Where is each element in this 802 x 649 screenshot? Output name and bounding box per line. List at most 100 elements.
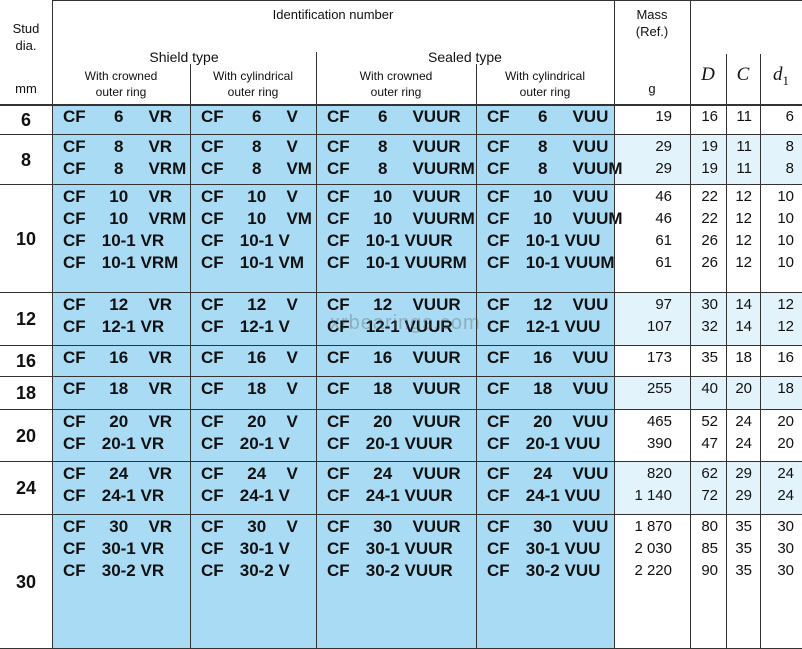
designation: CF 10 VUUR xyxy=(327,187,461,206)
designation: CF 6 VUUR xyxy=(327,107,461,126)
top-rule xyxy=(52,0,802,1)
row-rule xyxy=(0,345,802,346)
designation: CF 30-2 VR xyxy=(63,561,165,580)
mass: 2 030 xyxy=(634,540,672,557)
watermark: xrbearings.com xyxy=(330,312,481,334)
designation: CF 20-1 VUU xyxy=(487,434,601,453)
designation: CF 8 VUURM xyxy=(327,159,475,178)
col-rule xyxy=(760,54,761,649)
mass: 46 xyxy=(655,210,672,227)
mass: 390 xyxy=(646,435,672,452)
mass: 1 870 xyxy=(634,518,672,535)
designation: CF 12-1 VUUR xyxy=(327,317,453,336)
designation: CF 20-1 VUUR xyxy=(327,434,453,453)
row-rule xyxy=(0,292,802,293)
col-rule xyxy=(690,0,691,649)
id-fill xyxy=(52,410,614,462)
d1-value: 10 xyxy=(777,188,794,205)
c-value: 35 xyxy=(735,518,752,535)
c-value: 12 xyxy=(735,254,752,271)
designation: CF 12-1 VR xyxy=(63,317,165,336)
d1-value: 8 xyxy=(785,160,794,177)
designation: CF 18 VUUR xyxy=(327,379,461,398)
d-value: 40 xyxy=(701,380,718,397)
designation: CF 30-1 VUUR xyxy=(327,539,453,558)
d1-value: 10 xyxy=(777,210,794,227)
designation: CF 10 VM xyxy=(201,209,312,228)
d-value: 19 xyxy=(701,160,718,177)
id-fill xyxy=(52,346,614,377)
designation: CF 10-1 VRM xyxy=(63,253,179,272)
designation: CF 30-1 VR xyxy=(63,539,165,558)
d-value: 22 xyxy=(701,210,718,227)
stud-dia: 30 xyxy=(15,572,37,592)
id-fill xyxy=(52,293,614,346)
id-fill xyxy=(52,377,614,410)
d1-value: 24 xyxy=(777,487,794,504)
c-value: 20 xyxy=(735,380,752,397)
designation: CF 8 VUUR xyxy=(327,137,461,156)
d-value: 35 xyxy=(701,349,718,366)
mass: 19 xyxy=(655,108,672,125)
d1-value: 8 xyxy=(785,138,794,155)
designation: CF 30-2 V xyxy=(201,561,290,580)
row-rule xyxy=(0,184,802,185)
designation: CF 30-1 VUU xyxy=(487,539,601,558)
mass: 61 xyxy=(655,232,672,249)
sub-header: With crowned outer ring xyxy=(84,69,158,99)
designation: CF 12 VR xyxy=(63,295,173,314)
designation: CF 6 VUU xyxy=(487,107,609,126)
designation: CF 30-1 V xyxy=(201,539,290,558)
id-fill xyxy=(52,135,614,185)
designation: CF 10-1 VUUR xyxy=(327,231,453,250)
sub-header: With cylindrical outer ring xyxy=(212,69,293,99)
d-value: 22 xyxy=(701,188,718,205)
mass: 173 xyxy=(646,349,672,366)
col-rule xyxy=(316,52,317,649)
d1-value: 16 xyxy=(777,349,794,366)
d1-value: 6 xyxy=(785,108,794,125)
designation: CF 24 VR xyxy=(63,464,173,483)
d-value: 26 xyxy=(701,232,718,249)
id-fill xyxy=(52,515,614,649)
designation: CF 12 VUU xyxy=(487,295,609,314)
designation: CF 30 VUUR xyxy=(327,517,461,536)
c-value: 14 xyxy=(735,296,752,313)
c-value: 14 xyxy=(735,318,752,335)
c-value: 24 xyxy=(735,413,752,430)
designation: CF 10-1 VM xyxy=(201,253,304,272)
designation: CF 8 VRM xyxy=(63,159,187,178)
designation: CF 10 VUUM xyxy=(487,209,623,228)
c-value: 35 xyxy=(735,540,752,557)
mass-header: Mass (Ref.) xyxy=(635,7,669,39)
num-fill xyxy=(614,185,802,293)
mass: 255 xyxy=(646,380,672,397)
stud-dia: 12 xyxy=(15,309,37,329)
id-fill xyxy=(52,462,614,515)
d1-value: 30 xyxy=(777,518,794,535)
d1-sub: 1 xyxy=(782,72,790,88)
designation: CF 10-1 VUUM xyxy=(487,253,615,272)
d1-value: 20 xyxy=(777,413,794,430)
d1-value: 12 xyxy=(777,296,794,313)
c-value: 11 xyxy=(736,160,752,177)
designation: CF 20 V xyxy=(201,412,298,431)
designation: CF 10 VRM xyxy=(63,209,187,228)
designation: CF 30 VR xyxy=(63,517,173,536)
d-value: 26 xyxy=(701,254,718,271)
id-header: Identification number xyxy=(272,7,394,22)
d1-value: 18 xyxy=(777,380,794,397)
stud-header: Stud dia. xyxy=(12,21,40,53)
d-value: 52 xyxy=(701,413,718,430)
stud-dia: 20 xyxy=(15,426,37,446)
c-value: 11 xyxy=(736,138,752,155)
designation: CF 20-1 V xyxy=(201,434,290,453)
c-value: 24 xyxy=(735,435,752,452)
row-rule xyxy=(0,376,802,377)
c-value: 12 xyxy=(735,188,752,205)
c-value: 29 xyxy=(735,465,752,482)
col-rule xyxy=(726,54,727,649)
col-rule xyxy=(190,64,191,649)
d-value: 85 xyxy=(701,540,718,557)
sub-header: With cylindrical outer ring xyxy=(504,69,585,99)
